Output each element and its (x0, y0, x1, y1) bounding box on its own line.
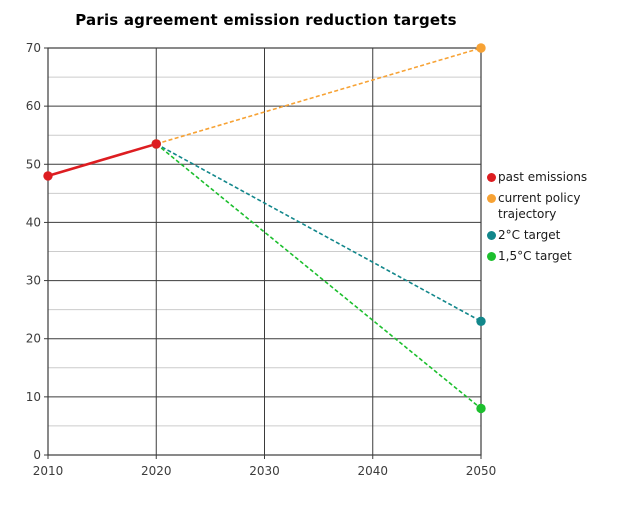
legend-label: 1,5°C target (498, 249, 572, 263)
legend-dot-icon (487, 251, 496, 261)
y-tick-label: 70 (26, 41, 41, 55)
series-line-2-c-target (155, 143, 482, 322)
series-line-current-policy-trajectory (156, 47, 482, 145)
legend-dot-icon (487, 193, 496, 203)
data-point-past-emissions (151, 139, 161, 149)
x-tick-label: 2040 (357, 464, 388, 478)
data-point-1-5-c-target (476, 403, 486, 414)
legend-item-0: past emissions (487, 169, 605, 185)
legend-label: past emissions (498, 170, 588, 184)
y-tick-label: 0 (33, 448, 41, 462)
legend-item-2: 2°C target (487, 227, 605, 243)
legend-label: 2°C target (498, 228, 561, 242)
legend: past emissions current policy trajectory 2… (487, 169, 605, 269)
y-tick-label: 50 (26, 157, 41, 171)
series-line-1-5-c-target (155, 143, 482, 410)
y-tick-label: 20 (26, 332, 41, 346)
y-tick-label: 40 (26, 215, 41, 229)
legend-dot-icon (487, 172, 496, 182)
data-point-2-c-target (476, 316, 486, 326)
series-line-past-emissions (47, 142, 157, 178)
data-point-current-policy-trajectory (476, 43, 486, 53)
y-tick-label: 60 (26, 99, 41, 113)
y-tick-label: 10 (26, 390, 41, 404)
legend-item-1: current policy trajectory (487, 190, 605, 222)
legend-label: current policy trajectory (498, 191, 581, 221)
data-point-past-emissions (43, 171, 53, 181)
x-tick-label: 2050 (466, 464, 497, 478)
x-tick-label: 2030 (249, 464, 280, 478)
x-tick-label: 2010 (33, 464, 64, 478)
legend-item-3: 1,5°C target (487, 248, 605, 264)
chart-title: Paris agreement emission reduction targe… (75, 11, 457, 29)
x-tick-label: 2020 (141, 464, 172, 478)
legend-dot-icon (487, 230, 496, 240)
y-tick-label: 30 (26, 274, 41, 288)
